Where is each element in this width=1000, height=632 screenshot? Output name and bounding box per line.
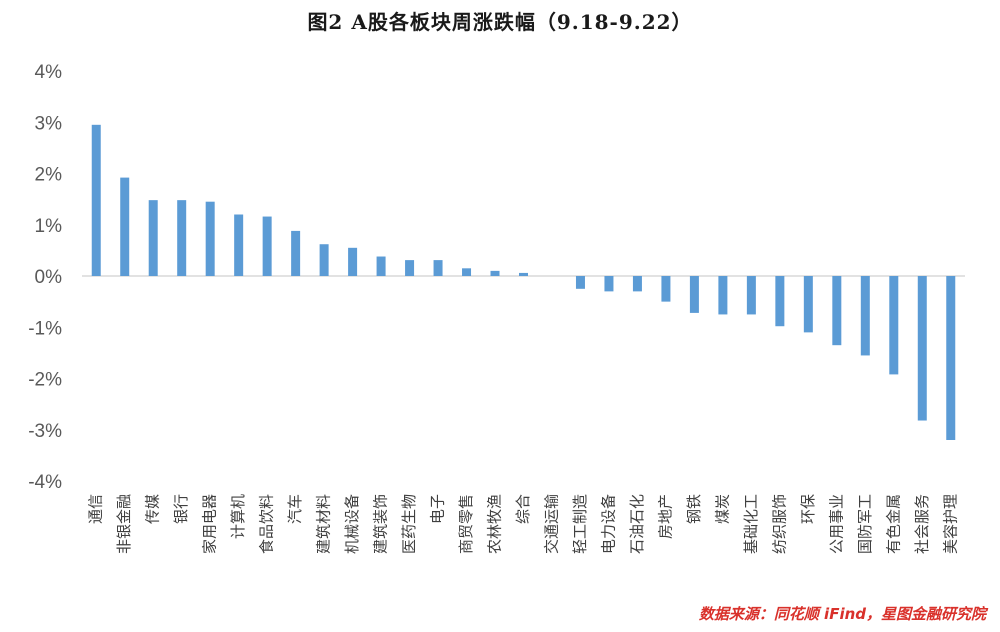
bar xyxy=(433,260,443,276)
bar xyxy=(234,214,244,276)
x-tick-label: 电子 xyxy=(429,494,447,524)
x-tick-label: 建筑装饰 xyxy=(372,494,390,554)
bar xyxy=(604,276,614,292)
x-tick-label: 电力设备 xyxy=(599,494,617,554)
y-tick-label: 1% xyxy=(35,216,63,237)
bar xyxy=(803,276,813,333)
bar xyxy=(348,247,358,276)
x-tick-label: 家用电器 xyxy=(201,494,219,554)
bar xyxy=(689,276,699,313)
data-source-note: 数据来源：同花顺 iFind，星图金融研究院 xyxy=(698,605,986,623)
bar xyxy=(746,276,756,315)
x-tick-label: 房地产 xyxy=(656,494,674,539)
x-tick-label: 通信 xyxy=(87,494,105,524)
bar xyxy=(177,200,187,276)
x-tick-label: 环保 xyxy=(799,494,817,524)
bar xyxy=(917,276,927,421)
bar xyxy=(860,276,870,356)
x-tick-label: 传媒 xyxy=(144,494,162,524)
y-tick-label: 0% xyxy=(35,267,63,288)
x-tick-label: 煤炭 xyxy=(713,494,731,524)
x-tick-label: 商贸零售 xyxy=(457,494,475,554)
x-tick-label: 基础化工 xyxy=(742,494,760,554)
x-tick-label: 美容护理 xyxy=(941,494,959,554)
x-tick-label: 食品饮料 xyxy=(258,494,276,554)
x-tick-label: 纺织服饰 xyxy=(770,494,788,554)
y-tick-label: -1% xyxy=(28,318,62,339)
x-tick-label: 综合 xyxy=(514,494,532,524)
x-tick-label: 国防军工 xyxy=(856,494,874,554)
bar xyxy=(405,260,415,276)
x-tick-label: 钢铁 xyxy=(685,494,703,524)
bar xyxy=(291,230,301,276)
bar xyxy=(120,177,130,276)
bar xyxy=(462,268,472,276)
x-tick-label: 机械设备 xyxy=(343,494,361,554)
x-tick-label: 医药生物 xyxy=(400,494,418,554)
bar xyxy=(91,124,101,276)
y-tick-label: -4% xyxy=(28,472,62,493)
x-tick-label: 非银金融 xyxy=(115,494,133,554)
bar xyxy=(575,276,585,289)
bar xyxy=(205,201,215,276)
x-tick-label: 计算机 xyxy=(229,494,247,539)
y-tick-label: 2% xyxy=(35,165,63,186)
bar xyxy=(262,216,272,276)
bar xyxy=(718,276,728,315)
x-tick-label: 社会服务 xyxy=(913,494,931,554)
bar xyxy=(889,276,899,375)
y-tick-label: 4% xyxy=(35,62,63,83)
bar xyxy=(148,200,158,276)
y-tick-label: -2% xyxy=(28,370,62,391)
chart-title: 图2 A股各板块周涨跌幅（9.18-9.22） xyxy=(307,10,693,34)
y-tick-label: -3% xyxy=(28,421,62,442)
x-tick-label: 公用事业 xyxy=(827,494,845,554)
bar xyxy=(832,276,842,346)
x-tick-label: 建筑材料 xyxy=(315,494,333,554)
x-tick-label: 轻工制造 xyxy=(571,494,589,554)
bar xyxy=(661,276,671,302)
x-tick-label: 汽车 xyxy=(286,494,304,524)
x-tick-label: 银行 xyxy=(172,494,190,524)
x-tick-label: 石油石化 xyxy=(628,494,646,554)
y-tick-label: 3% xyxy=(35,113,63,134)
bar xyxy=(319,244,329,276)
x-tick-label: 交通运输 xyxy=(542,494,560,554)
bar xyxy=(632,276,642,292)
bar xyxy=(490,270,500,276)
x-tick-label: 农林牧渔 xyxy=(486,494,504,554)
bar xyxy=(519,272,528,276)
bar xyxy=(946,276,956,440)
bar xyxy=(376,256,386,276)
x-tick-label: 有色金属 xyxy=(884,494,902,554)
bar xyxy=(775,276,785,327)
